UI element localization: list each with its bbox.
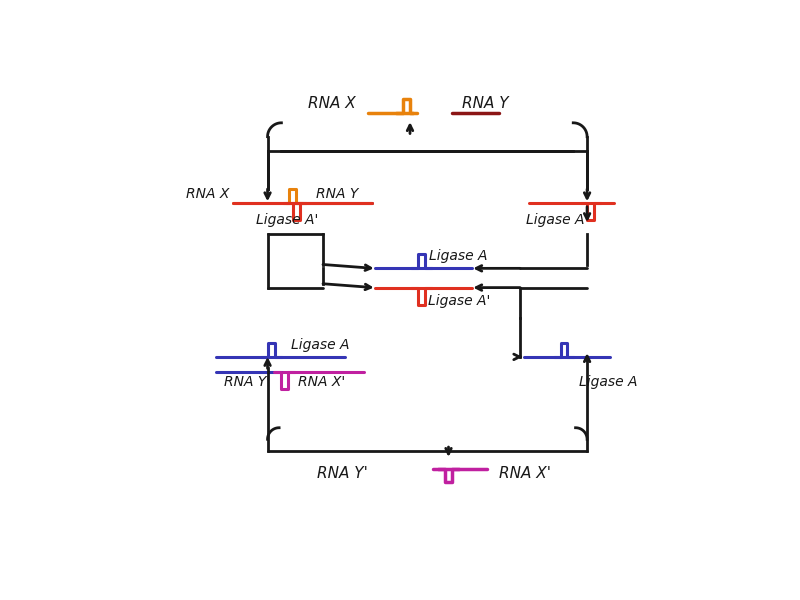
Text: RNA Y': RNA Y': [224, 374, 270, 389]
Text: RNA X: RNA X: [308, 96, 356, 111]
Text: Ligase A: Ligase A: [430, 249, 488, 263]
Text: Ligase A: Ligase A: [579, 374, 638, 389]
Text: RNA X: RNA X: [186, 187, 229, 200]
Text: RNA X': RNA X': [298, 374, 346, 389]
Text: RNA Y: RNA Y: [462, 96, 509, 111]
Text: Ligase A': Ligase A': [256, 213, 318, 227]
Text: Ligase A': Ligase A': [526, 213, 588, 227]
Text: Ligase A': Ligase A': [428, 295, 490, 308]
Text: Ligase A: Ligase A: [290, 338, 349, 352]
Text: RNA X': RNA X': [498, 466, 550, 481]
Text: RNA Y: RNA Y: [316, 187, 358, 200]
Text: RNA Y': RNA Y': [317, 466, 368, 481]
